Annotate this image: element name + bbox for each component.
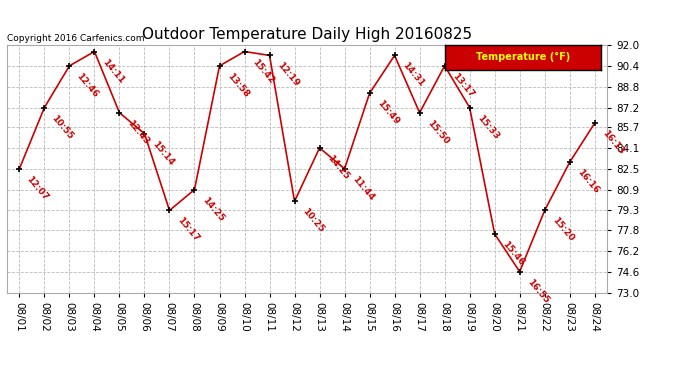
Text: 16:16: 16:16 (575, 168, 600, 195)
Text: 16:13: 16:13 (600, 129, 626, 156)
Text: Copyright 2016 Carfenics.com: Copyright 2016 Carfenics.com (7, 33, 144, 42)
Text: 14:11: 14:11 (100, 57, 126, 85)
Text: 15:49: 15:49 (375, 99, 401, 127)
Title: Outdoor Temperature Daily High 20160825: Outdoor Temperature Daily High 20160825 (142, 27, 472, 42)
Text: 12:46: 12:46 (75, 71, 100, 99)
Text: 12:19: 12:19 (275, 61, 300, 89)
Text: 11:44: 11:44 (350, 174, 375, 202)
Text: 15:46: 15:46 (500, 239, 526, 267)
Text: 10:55: 10:55 (50, 113, 75, 141)
Text: 15:42: 15:42 (250, 57, 275, 85)
Text: 12:43: 12:43 (125, 118, 150, 146)
Text: 15:33: 15:33 (475, 113, 500, 141)
Text: 14:31: 14:31 (400, 61, 426, 89)
Text: 15:50: 15:50 (425, 118, 451, 146)
Text: 14:25: 14:25 (200, 195, 226, 223)
Text: 15:17: 15:17 (175, 216, 200, 244)
Text: 10:25: 10:25 (300, 207, 325, 234)
Text: 16:55: 16:55 (525, 277, 551, 305)
Text: 15:14: 15:14 (150, 139, 175, 167)
Text: 14:25: 14:25 (325, 153, 351, 181)
Text: 13:58: 13:58 (225, 71, 250, 99)
Text: 12:07: 12:07 (25, 174, 50, 202)
Text: 15:20: 15:20 (550, 216, 575, 244)
Text: 13:17: 13:17 (450, 71, 475, 99)
